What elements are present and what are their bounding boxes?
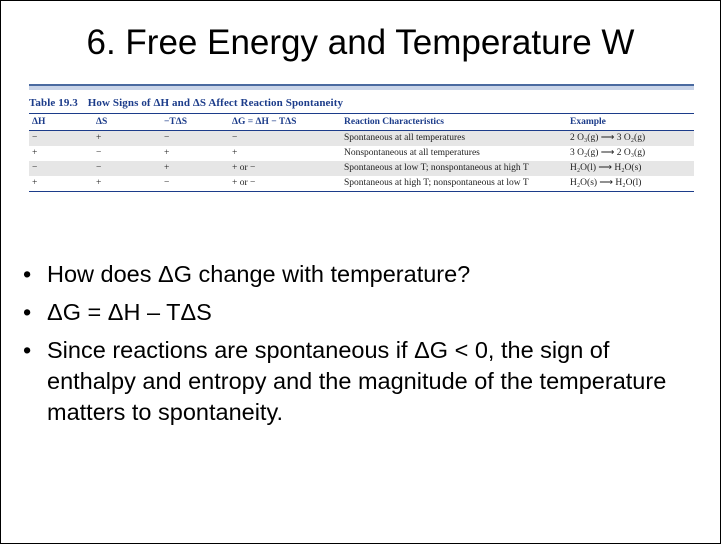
table-header-row: ΔH ΔS −TΔS ΔG = ΔH − TΔS Reaction Charac… [29,113,694,131]
bullet-dot: • [23,261,32,287]
cell-characteristics: Nonspontaneous at all temperatures [344,148,480,158]
cell-dh: − [32,133,38,143]
cell-example: 3 O₂(g) ⟶ 2 O₃(g) [570,148,646,158]
cell-dh: − [32,163,38,173]
cell-tds: − [164,178,170,188]
cell-dh: + [32,148,38,158]
cell-ds: − [96,148,102,158]
bullet-dot: • [23,337,32,363]
cell-characteristics: Spontaneous at high T; nonspontaneous at… [344,178,529,188]
table-caption: Table 19.3 How Signs of ΔH and ΔS Affect… [29,97,694,109]
cell-ds: + [96,178,102,188]
cell-ds: + [96,133,102,143]
spontaneity-table: ΔH ΔS −TΔS ΔG = ΔH − TΔS Reaction Charac… [29,113,694,192]
cell-example: H₂O(l) ⟶ H₂O(s) [570,163,642,173]
cell-dg: + or − [232,178,256,188]
header-characteristics: Reaction Characteristics [344,117,444,127]
cell-tds: + [164,163,170,173]
cell-tds: + [164,148,170,158]
bullet-text: How does ΔG change with temperature? [47,261,471,287]
cell-dg: + [232,148,238,158]
table-row: + + − + or − Spontaneous at high T; nons… [29,176,694,192]
table-row: + − + + Nonspontaneous at all temperatur… [29,146,694,161]
header-dg: ΔG = ΔH − TΔS [232,117,297,127]
bullet-text: ΔG = ΔH – TΔS [47,299,212,325]
cell-dg: − [232,133,238,143]
table-caption-text: How Signs of ΔH and ΔS Affect Reaction S… [87,97,344,109]
cell-characteristics: Spontaneous at all temperatures [344,133,466,143]
cell-example: H₂O(s) ⟶ H₂O(l) [570,178,642,188]
table-figure: Table 19.3 How Signs of ΔH and ΔS Affect… [29,84,694,192]
cell-ds: − [96,163,102,173]
bullet-item: • Since reactions are spontaneous if ΔG … [23,335,703,428]
table-top-bar [29,84,694,90]
header-dh: ΔH [32,117,46,127]
bullet-item: • ΔG = ΔH – TΔS [23,297,703,328]
cell-dg: + or − [232,163,256,173]
bullet-item: • How does ΔG change with temperature? [23,259,703,290]
table-number: Table 19.3 [29,97,78,109]
bullet-text: Since reactions are spontaneous if ΔG < … [47,337,667,425]
header-ds: ΔS [96,117,108,127]
bullet-dot: • [23,299,32,325]
cell-example: 2 O₃(g) ⟶ 3 O₂(g) [570,133,646,143]
header-example: Example [570,117,606,127]
slide-title: 6. Free Energy and Temperature W [86,23,635,62]
bullet-list: • How does ΔG change with temperature? •… [23,259,703,435]
cell-characteristics: Spontaneous at low T; nonspontaneous at … [344,163,529,173]
cell-tds: − [164,133,170,143]
table-row: − − + + or − Spontaneous at low T; nonsp… [29,161,694,176]
table-row: − + − − Spontaneous at all temperatures … [29,130,694,146]
cell-dh: + [32,178,38,188]
header-tds: −TΔS [164,117,187,127]
